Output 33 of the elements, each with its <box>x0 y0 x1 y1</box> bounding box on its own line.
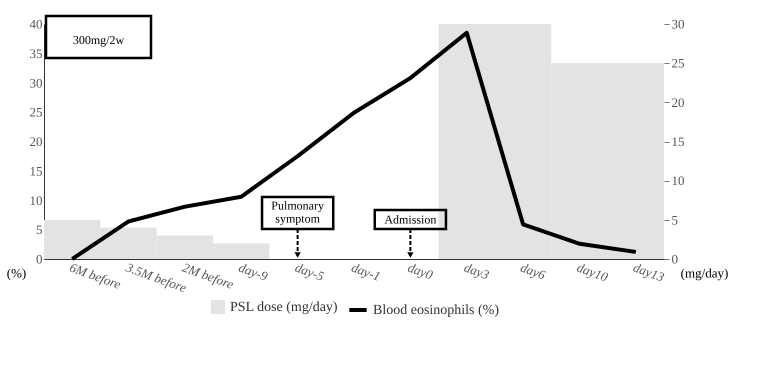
y-tick-label: 20 <box>30 134 42 149</box>
y-tick-label: 0 <box>36 252 42 266</box>
line-series <box>70 30 638 261</box>
y-tick-label: 30 <box>30 75 42 90</box>
y2-tick-label: 30 <box>672 16 684 32</box>
legend-label: PSL dose (mg/day) <box>230 300 338 315</box>
x-tick-label: day3 <box>462 260 492 283</box>
x-tick-label: day13 <box>631 260 667 285</box>
legend-label: Blood eosinophils (%) <box>373 303 500 318</box>
y2-tick-label: 0 <box>672 252 678 266</box>
x-tick-label: 6M before <box>68 260 124 292</box>
y2-tick-label: 5 <box>672 212 678 228</box>
x-tick-label: day-5 <box>293 260 327 284</box>
x-tick-label: day-1 <box>350 260 383 284</box>
y2-tick-label: 10 <box>672 173 684 188</box>
y2-tick-label: 25 <box>672 56 684 71</box>
annotation: 300mg/2w <box>72 33 124 47</box>
x-tick-label: day0 <box>406 260 436 283</box>
y-tick-label: 40 <box>30 16 42 32</box>
y-axis-title: (%) <box>6 266 26 280</box>
x-tick-label: day6 <box>518 260 548 283</box>
y2-tick-label: 15 <box>672 134 684 149</box>
y-tick-label: 10 <box>30 192 42 208</box>
y-tick-label: 35 <box>30 46 42 61</box>
y2-tick-label: 20 <box>672 94 684 110</box>
x-tick-label: day10 <box>575 260 610 285</box>
annotation: Pulmonary symptom <box>271 198 324 226</box>
x-tick-label: day-9 <box>236 260 270 284</box>
y2-axis-title: (mg/day) <box>680 266 728 280</box>
y-tick-label: 25 <box>30 104 42 120</box>
y-tick-label: 5 <box>36 222 42 238</box>
y-tick-label: 15 <box>30 163 42 178</box>
annotation: Admission <box>384 212 436 226</box>
